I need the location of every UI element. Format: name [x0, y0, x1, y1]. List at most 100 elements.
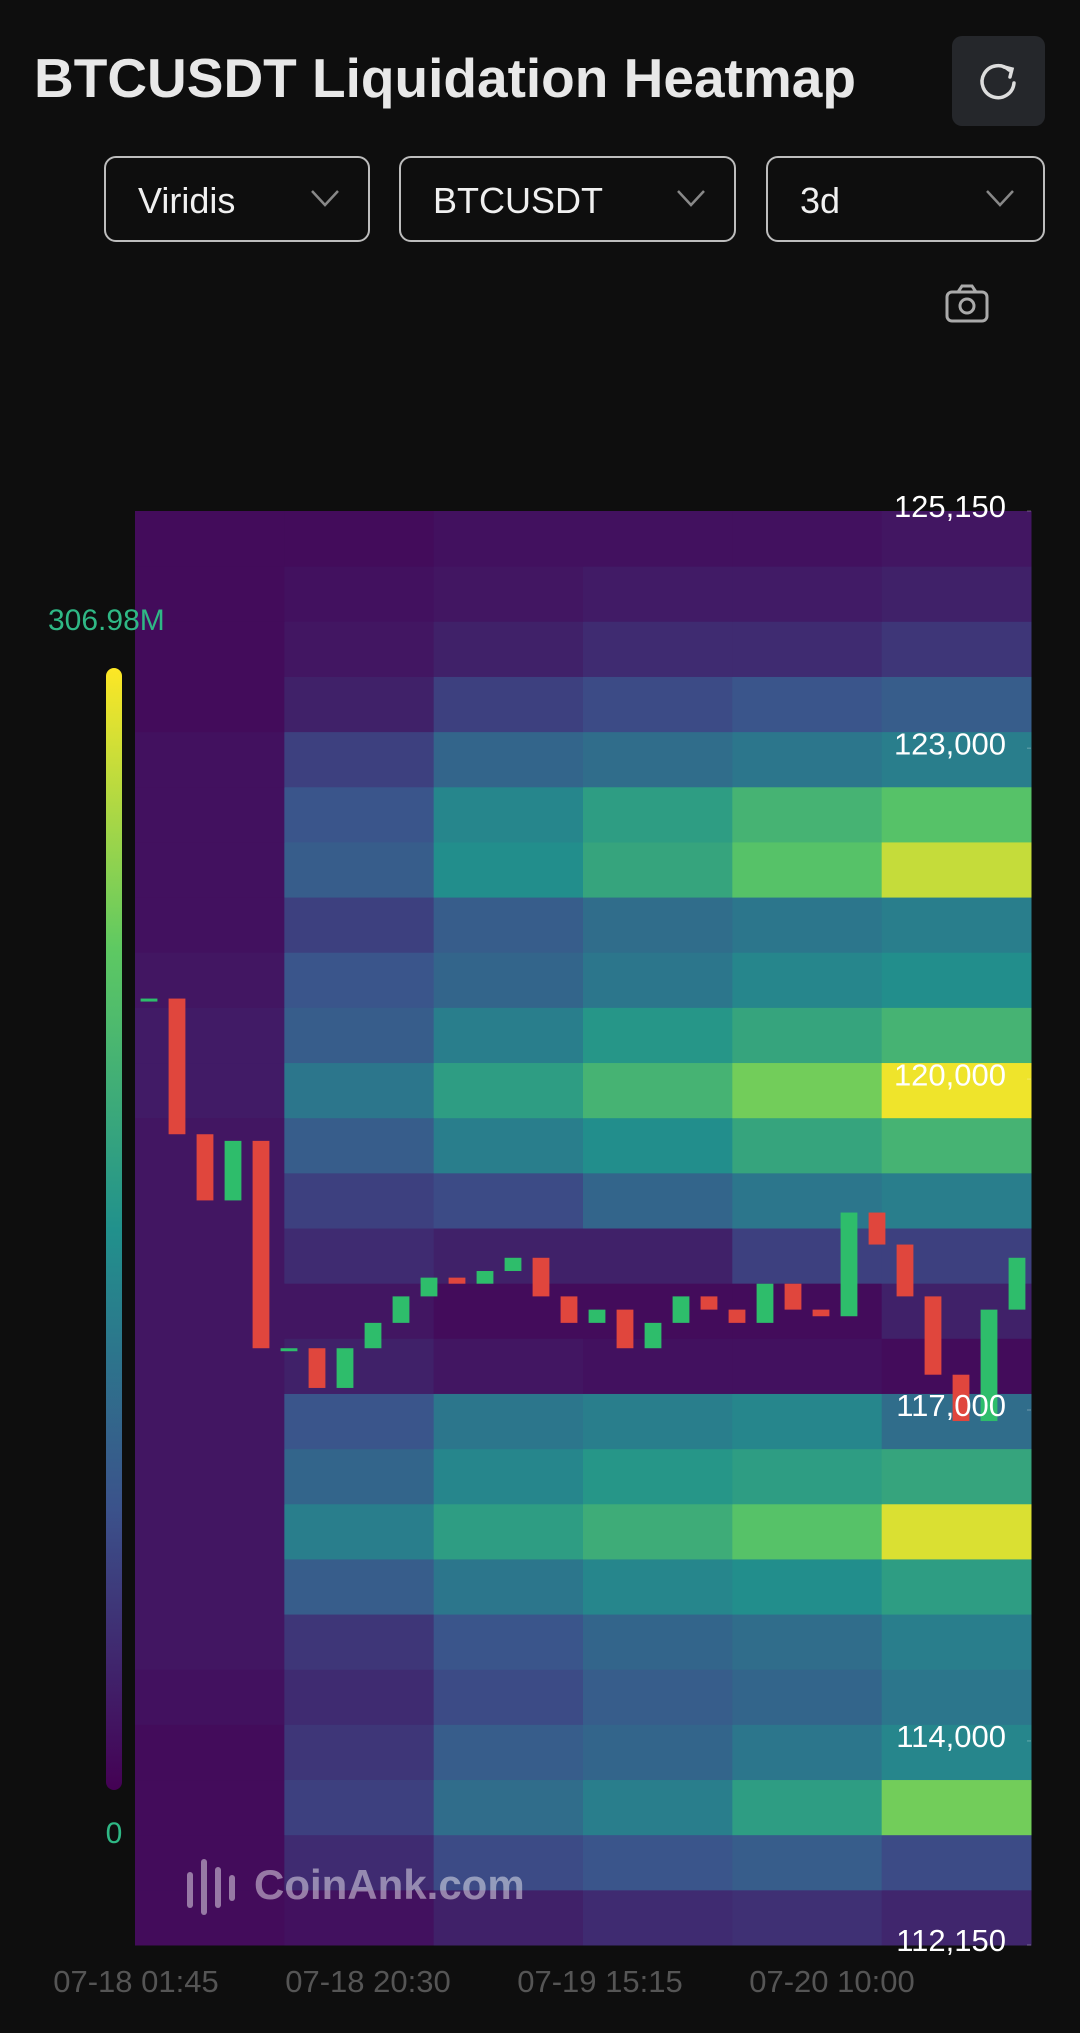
heatmap-cell — [135, 1062, 285, 1119]
price-candle — [784, 1283, 802, 1310]
refresh-icon — [980, 63, 1016, 100]
heatmap-cell — [881, 1779, 1032, 1836]
heatmap-cell — [732, 1393, 883, 1450]
heatmap-cell — [284, 952, 435, 1008]
heatmap-cell — [583, 511, 733, 567]
y-tick-label: 120,000 — [894, 1057, 1006, 1092]
heatmap-cell — [284, 786, 435, 843]
palette-dropdown[interactable]: Viridis — [104, 156, 370, 242]
price-candle — [728, 1309, 746, 1323]
heatmap-cell — [732, 1172, 883, 1229]
heatmap-cell — [433, 731, 584, 788]
heatmap-cell — [881, 786, 1032, 843]
heatmap-cell — [433, 1338, 584, 1394]
heatmap-cell — [135, 566, 285, 622]
heatmap-cell — [135, 676, 285, 733]
heatmap-cell — [284, 511, 435, 567]
price-candle — [420, 1277, 438, 1297]
chevron — [311, 190, 339, 207]
x-tick-label: 07-20 10:00 — [749, 1964, 914, 1999]
price-candle — [336, 1348, 354, 1388]
heatmap-cell — [284, 1724, 435, 1781]
price-candle — [140, 998, 158, 1002]
heatmap-cell — [284, 731, 435, 788]
heatmap-cell — [135, 952, 285, 1008]
dropdown-value: 3d — [800, 180, 841, 221]
heatmap-cell — [583, 897, 733, 953]
heatmap-cell — [583, 841, 733, 898]
price-candle — [924, 1296, 942, 1375]
heatmap-cell — [135, 1393, 285, 1450]
screenshot-button[interactable] — [944, 283, 990, 325]
heatmap-cell — [732, 952, 883, 1008]
heatmap-cell — [583, 1228, 733, 1284]
heatmap-cell — [881, 1117, 1032, 1174]
heatmap-cell — [284, 1172, 435, 1229]
heatmap-cell — [732, 1448, 883, 1505]
price-candle — [364, 1322, 382, 1349]
heatmap-cell — [135, 1614, 285, 1670]
heatmap-cell — [284, 1779, 435, 1836]
heatmap-cell — [881, 1558, 1032, 1615]
heatmap-cell — [732, 511, 883, 567]
heatmap-cell — [732, 1062, 883, 1119]
price-candle — [672, 1296, 690, 1323]
heatmap-cell — [881, 1614, 1032, 1670]
heatmap-cell — [433, 1283, 584, 1339]
heatmap-cell — [881, 566, 1032, 622]
heatmap-cell — [881, 1007, 1032, 1064]
price-candle — [588, 1309, 606, 1323]
heatmap-cell — [284, 676, 435, 733]
heatmap-cell — [881, 1669, 1032, 1725]
heatmap-cell — [583, 1062, 733, 1119]
y-tick-label: 114,000 — [896, 1719, 1006, 1754]
x-tick-label: 07-19 15:15 — [517, 1964, 682, 1999]
heatmap-cell — [583, 952, 733, 1008]
heatmap-cell — [284, 1283, 435, 1339]
heatmap-cell — [433, 1062, 584, 1119]
heatmap-cell — [583, 1393, 733, 1450]
y-tick-label: 125,150 — [894, 489, 1006, 524]
heatmap-cell — [881, 621, 1032, 677]
heatmap-cell — [732, 1614, 883, 1670]
dropdown-value: BTCUSDT — [433, 180, 603, 221]
dropdown-value: Viridis — [138, 180, 236, 221]
heatmap-cell — [732, 1889, 883, 1946]
symbol-dropdown[interactable]: BTCUSDT — [399, 156, 736, 242]
price-candle — [280, 1348, 298, 1352]
heatmap-cell — [284, 1062, 435, 1119]
heatmap-cell — [433, 841, 584, 898]
heatmap-cell — [732, 1007, 883, 1064]
price-candle — [644, 1322, 662, 1349]
heatmap-cell — [433, 676, 584, 733]
price-candle — [756, 1283, 774, 1323]
heatmap-cell — [135, 1007, 285, 1064]
refresh-button[interactable] — [952, 36, 1045, 126]
heatmap-cell — [135, 1448, 285, 1505]
range-dropdown[interactable]: 3d — [766, 156, 1045, 242]
heatmap-cell — [732, 1669, 883, 1725]
heatmap-cell — [583, 786, 733, 843]
x-tick-label: 07-18 20:30 — [285, 1964, 450, 1999]
heatmap-cell — [732, 1558, 883, 1615]
page-title: BTCUSDT Liquidation Heatmap — [34, 47, 856, 109]
heatmap-cell — [881, 952, 1032, 1008]
heatmap-cell — [583, 1724, 733, 1781]
heatmap-cell — [583, 676, 733, 733]
heatmap-cell — [135, 1558, 285, 1615]
heatmap-cell — [284, 1834, 435, 1891]
heatmap-cell — [433, 1834, 584, 1891]
heatmap-cell — [583, 1117, 733, 1174]
heatmap-cell — [433, 1614, 584, 1670]
price-candle — [196, 1134, 214, 1201]
heatmap-cell — [135, 1779, 285, 1836]
heatmap-cell — [583, 1669, 733, 1725]
y-tick-label: 112,150 — [896, 1923, 1006, 1958]
heatmap-cell — [284, 1393, 435, 1450]
price-candle — [168, 998, 186, 1135]
heatmap-cell — [583, 621, 733, 677]
heatmap-cell — [433, 1007, 584, 1064]
colorbar-min-label: 0 — [106, 1817, 123, 1850]
price-candle — [1008, 1257, 1026, 1310]
